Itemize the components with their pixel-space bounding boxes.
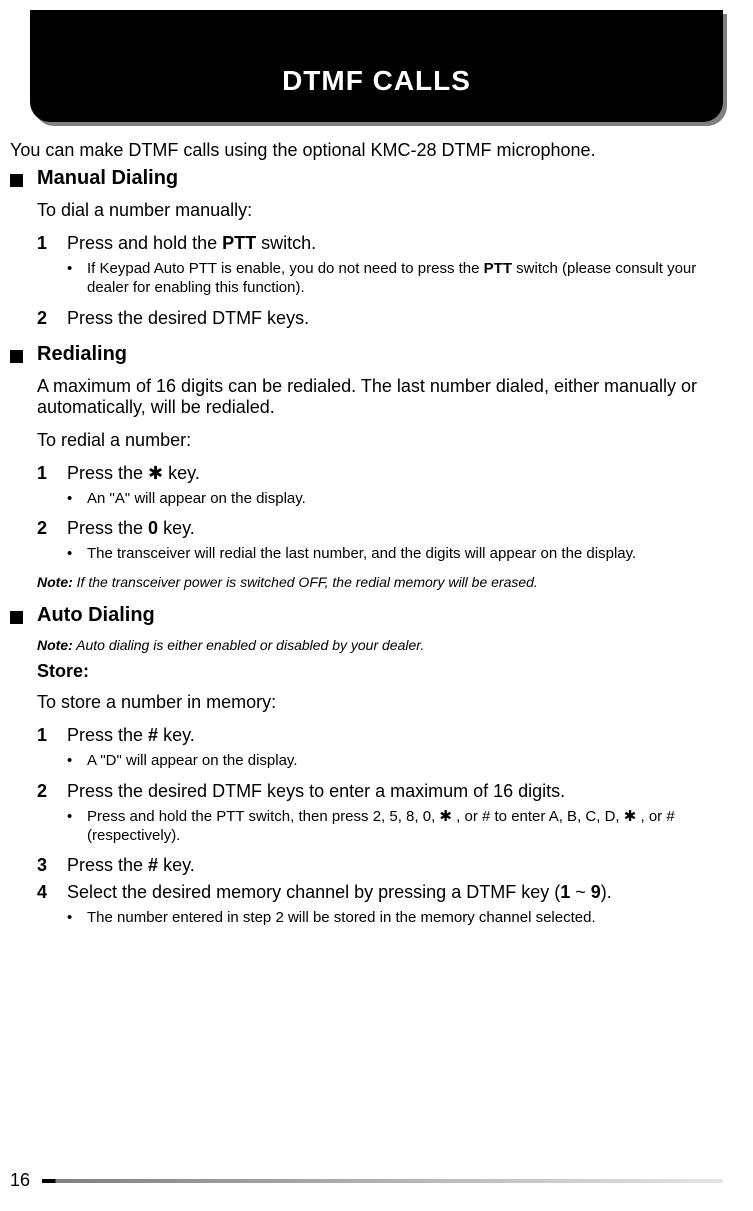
intro-text: You can make DTMF calls using the option… — [10, 140, 723, 161]
content-area: You can make DTMF calls using the option… — [0, 122, 753, 928]
store-label: Store: — [37, 661, 723, 682]
dot-bullet-icon: • — [67, 909, 87, 928]
auto-step4-sub: • The number entered in step 2 will be s… — [67, 909, 723, 928]
sub-text: Press and hold the PTT switch, then pres… — [87, 808, 723, 846]
step-number: 1 — [37, 233, 67, 254]
step-number: 1 — [37, 463, 67, 484]
step-text: Press the 0 key. — [67, 518, 723, 539]
manual-para1: To dial a number manually: — [37, 200, 723, 221]
page-title: DTMF CALLS — [30, 65, 723, 97]
auto-step2: 2 Press the desired DTMF keys to enter a… — [37, 781, 723, 802]
step-number: 2 — [37, 781, 67, 802]
section-heading-redial: Redialing — [37, 343, 127, 366]
redial-step2: 2 Press the 0 key. — [37, 518, 723, 539]
step-text: Press the # key. — [67, 725, 723, 746]
redial-para1: A maximum of 16 digits can be redialed. … — [37, 376, 723, 418]
section-body-manual: To dial a number manually: 1 Press and h… — [37, 200, 723, 329]
dot-bullet-icon: • — [67, 260, 87, 298]
auto-step3: 3 Press the # key. — [37, 855, 723, 876]
redial-para2: To redial a number: — [37, 430, 723, 451]
square-bullet-icon — [10, 174, 23, 187]
step-text: Select the desired memory channel by pre… — [67, 882, 723, 903]
manual-step2: 2 Press the desired DTMF keys. — [37, 308, 723, 329]
step-number: 4 — [37, 882, 67, 903]
auto-para1: To store a number in memory: — [37, 692, 723, 713]
footer-divider — [42, 1179, 723, 1183]
step-text: Press and hold the PTT switch. — [67, 233, 723, 254]
square-bullet-icon — [10, 350, 23, 363]
sub-text: The transceiver will redial the last num… — [87, 545, 723, 564]
sub-text: An "A" will appear on the display. — [87, 490, 723, 509]
dot-bullet-icon: • — [67, 545, 87, 564]
dot-bullet-icon: • — [67, 808, 87, 846]
step-text: Press the desired DTMF keys to enter a m… — [67, 781, 723, 802]
dot-bullet-icon: • — [67, 490, 87, 509]
redial-step1: 1 Press the ✱ key. — [37, 463, 723, 484]
page-footer: 16 — [10, 1170, 723, 1191]
redial-step1-sub: • An "A" will appear on the display. — [67, 490, 723, 509]
step-text: Press the desired DTMF keys. — [67, 308, 723, 329]
section-body-auto: Note: Auto dialing is either enabled or … — [37, 637, 723, 928]
redial-step2-sub: • The transceiver will redial the last n… — [67, 545, 723, 564]
section-body-redial: A maximum of 16 digits can be redialed. … — [37, 376, 723, 591]
page-number: 16 — [10, 1170, 30, 1191]
manual-step1-sub: • If Keypad Auto PTT is enable, you do n… — [67, 260, 723, 298]
auto-note: Note: Auto dialing is either enabled or … — [37, 637, 723, 653]
manual-step1: 1 Press and hold the PTT switch. — [37, 233, 723, 254]
redial-note: Note: If the transceiver power is switch… — [37, 574, 723, 590]
step-text: Press the # key. — [67, 855, 723, 876]
section-redialing: Redialing — [10, 343, 723, 366]
auto-step1: 1 Press the # key. — [37, 725, 723, 746]
auto-step1-sub: • A "D" will appear on the display. — [67, 752, 723, 771]
section-heading-manual: Manual Dialing — [37, 167, 178, 190]
step-number: 3 — [37, 855, 67, 876]
auto-step4: 4 Select the desired memory channel by p… — [37, 882, 723, 903]
step-number: 2 — [37, 308, 67, 329]
sub-text: The number entered in step 2 will be sto… — [87, 909, 723, 928]
square-bullet-icon — [10, 611, 23, 624]
step-number: 1 — [37, 725, 67, 746]
section-manual-dialing: Manual Dialing — [10, 167, 723, 190]
dot-bullet-icon: • — [67, 752, 87, 771]
step-text: Press the ✱ key. — [67, 463, 723, 484]
auto-step2-sub: • Press and hold the PTT switch, then pr… — [67, 808, 723, 846]
section-auto-dialing: Auto Dialing — [10, 604, 723, 627]
sub-text: If Keypad Auto PTT is enable, you do not… — [87, 260, 723, 298]
step-number: 2 — [37, 518, 67, 539]
header-panel: DTMF CALLS — [30, 10, 723, 122]
sub-text: A "D" will appear on the display. — [87, 752, 723, 771]
section-heading-auto: Auto Dialing — [37, 604, 155, 627]
